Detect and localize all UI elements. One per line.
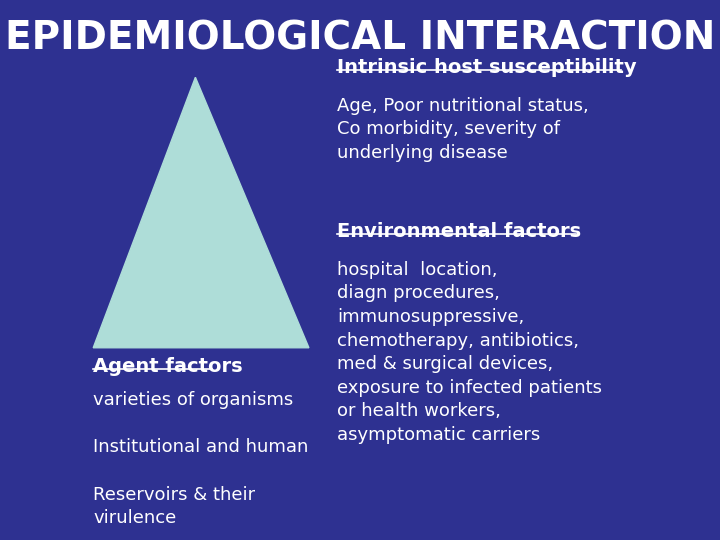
Text: Age, Poor nutritional status,
Co morbidity, severity of
underlying disease: Age, Poor nutritional status, Co morbidi…: [337, 97, 589, 162]
Text: Intrinsic host susceptibility: Intrinsic host susceptibility: [337, 58, 637, 77]
Text: Environmental factors: Environmental factors: [337, 222, 582, 241]
Polygon shape: [93, 77, 309, 348]
Text: hospital  location,
diagn procedures,
immunosuppressive,
chemotherapy, antibioti: hospital location, diagn procedures, imm…: [337, 261, 603, 444]
Text: Agent factors: Agent factors: [93, 357, 243, 376]
Text: EPIDEMIOLOGICAL INTERACTION: EPIDEMIOLOGICAL INTERACTION: [5, 19, 715, 57]
Text: varieties of organisms

Institutional and human

Reservoirs & their
virulence: varieties of organisms Institutional and…: [93, 392, 309, 527]
